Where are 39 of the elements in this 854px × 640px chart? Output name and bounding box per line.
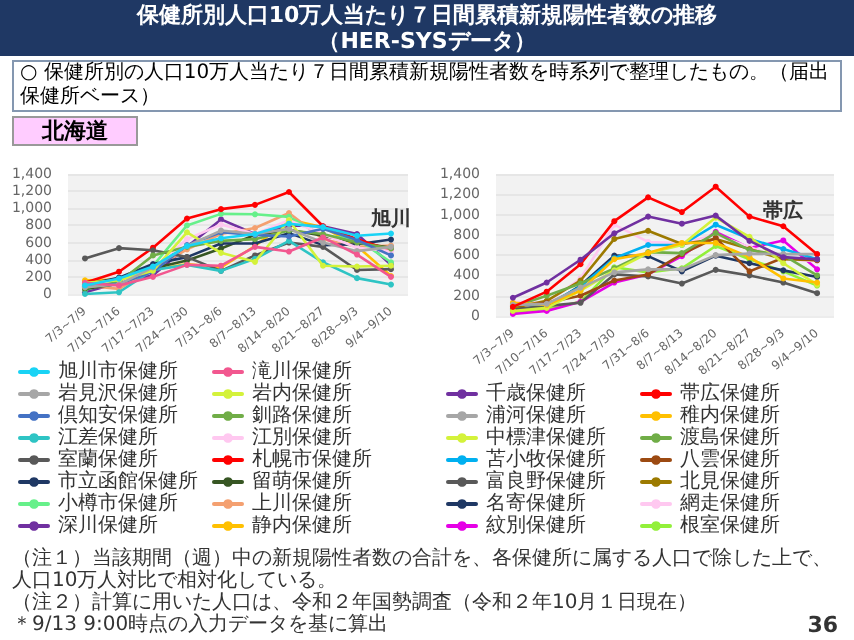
- legend-label: 網走保健所: [678, 491, 780, 515]
- chart-subtitle: ○ 保健所別の人口10万人当たり７日間累積新規陽性者数を時系列で整理したもの。（届出保健所ベース）: [12, 60, 842, 112]
- legend-label: 稚内保健所: [680, 403, 780, 427]
- legend-label: 岩内保健所: [252, 381, 352, 405]
- legend-label: 留萌保健所: [252, 469, 352, 493]
- legend-label: 岩見沢保健所: [58, 381, 178, 405]
- text: （注１）当該期間（週）中の新規陽性者数の合計を、各保健所に属する人口で除した上で、人口10万人対比で相対化している。: [12, 548, 834, 592]
- annotation: 旭川: [369, 206, 411, 231]
- legend-label: 市立函館保健所: [58, 469, 198, 493]
- legend-label: 浦河保健所: [486, 403, 586, 427]
- legend-label: 江別保健所: [252, 425, 352, 449]
- legend-label: 中標津保健所: [486, 425, 606, 449]
- legend-label: 旭川市保健所: [58, 359, 178, 383]
- legend-label: 渡島保健所: [680, 425, 780, 449]
- legend-label: 室蘭保健所: [58, 447, 158, 471]
- legend-label: 八雲保健所: [680, 447, 780, 471]
- text: ＊9/13 9:00時点の入力データを基に算出: [12, 614, 389, 636]
- legend-label: 千歳保健所: [486, 381, 586, 405]
- text: 北海道: [12, 116, 138, 146]
- legend-label: 紋別保健所: [486, 513, 586, 537]
- legend-label: 小樽市保健所: [58, 491, 178, 515]
- legend-label: 倶知安保健所: [58, 403, 178, 427]
- legend-label: 名寄保健所: [486, 491, 586, 515]
- legend-label: 苫小牧保健所: [486, 447, 606, 471]
- legend-label: 富良野保健所: [486, 469, 606, 493]
- legend-label: 深川保健所: [58, 513, 158, 537]
- legend-label: 上川保健所: [252, 491, 352, 515]
- legend-label: 帯広保健所: [680, 381, 780, 405]
- text: （注２）計算に用いた人口は、令和２年国勢調査（令和２年10月１日現在）: [12, 592, 700, 614]
- text: 36: [807, 612, 838, 638]
- legend-label: 静内保健所: [252, 513, 352, 537]
- annotation: 帯広: [763, 199, 804, 224]
- legend-label: 札幌市保健所: [252, 447, 372, 471]
- legend-label: 釧路保健所: [252, 403, 352, 427]
- legend-label: 根室保健所: [680, 513, 780, 537]
- chart-title: 保健所別人口10万人当たり７日間累積新規陽性者数の推移（HER-SYSデータ）: [134, 2, 720, 54]
- legend-label: 北見保健所: [680, 469, 780, 493]
- legend-label: 滝川保健所: [252, 359, 352, 383]
- legend-label: 江差保健所: [58, 425, 158, 449]
